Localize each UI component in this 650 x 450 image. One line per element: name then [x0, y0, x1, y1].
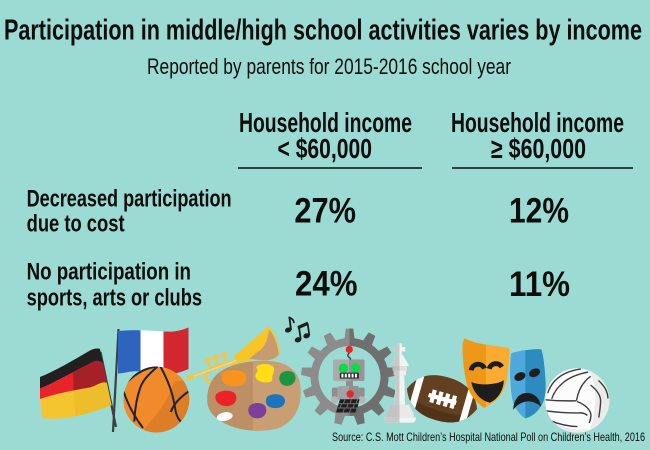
svg-text:< $60,000: < $60,000 — [278, 133, 373, 164]
svg-text:24%: 24% — [295, 264, 358, 303]
svg-text:No participation in: No participation in — [27, 259, 191, 286]
svg-text:sports, arts or clubs: sports, arts or clubs — [27, 285, 202, 312]
svg-text:11%: 11% — [509, 265, 570, 304]
svg-text:Decreased participation: Decreased participation — [27, 186, 232, 213]
svg-text:27%: 27% — [294, 192, 356, 231]
svg-text:12%: 12% — [509, 192, 569, 231]
svg-text:Household income: Household income — [451, 107, 624, 138]
svg-text:≥ $60,000: ≥ $60,000 — [491, 133, 586, 164]
svg-text:Participation in middle/high s: Participation in middle/high school acti… — [4, 15, 642, 47]
svg-text:Source: C.S. Mott Children’s H: Source: C.S. Mott Children’s Hospital Na… — [332, 430, 645, 444]
svg-text:Reported by parents for 2015-2: Reported by parents for 2015-2016 school… — [147, 54, 511, 79]
svg-text:due to cost: due to cost — [27, 211, 125, 238]
svg-text:Household income: Household income — [239, 107, 412, 138]
